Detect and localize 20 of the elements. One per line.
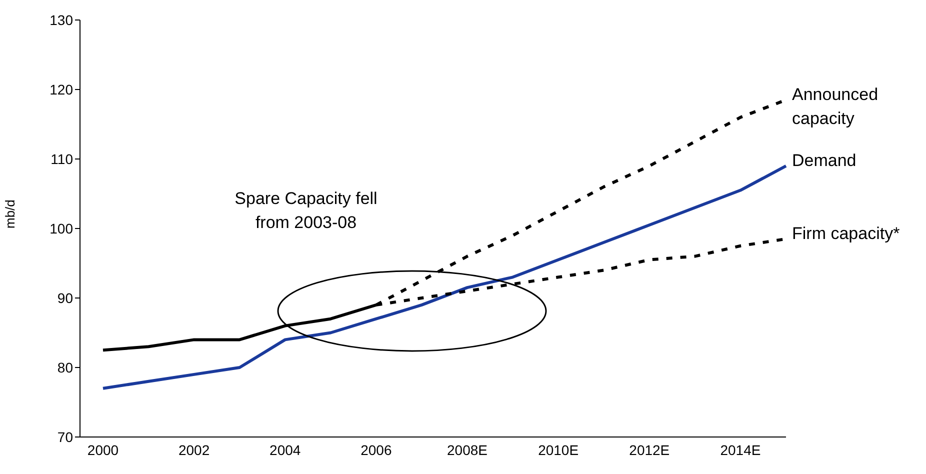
x-tick-label: 2004 — [270, 442, 301, 458]
x-tick-label: 2006 — [360, 442, 392, 458]
y-tick-label: 70 — [57, 428, 74, 445]
y-tick-label: 130 — [50, 12, 74, 28]
series-label: Demand — [792, 150, 856, 170]
annotation: Spare Capacity fell from 2003-08 — [234, 188, 378, 234]
x-tick-label: 2010E — [538, 442, 579, 458]
series-label: Firm capacity* — [792, 224, 900, 243]
y-tick-label: 90 — [57, 290, 74, 306]
y-tick-label: 120 — [50, 81, 74, 98]
x-tick-label: 2012E — [629, 442, 670, 458]
x-tick-label: 2000 — [87, 442, 119, 458]
y-tick-label: 100 — [50, 220, 74, 236]
y-axis-title: mb/d — [2, 200, 18, 228]
series-label: Announced capacity — [792, 84, 878, 128]
y-tick-label: 80 — [57, 359, 74, 376]
x-tick-label: 2014E — [720, 442, 761, 458]
y-tick-label: 110 — [50, 150, 74, 167]
x-tick-label: 2008E — [447, 442, 488, 458]
x-tick-label: 2002 — [178, 442, 210, 458]
